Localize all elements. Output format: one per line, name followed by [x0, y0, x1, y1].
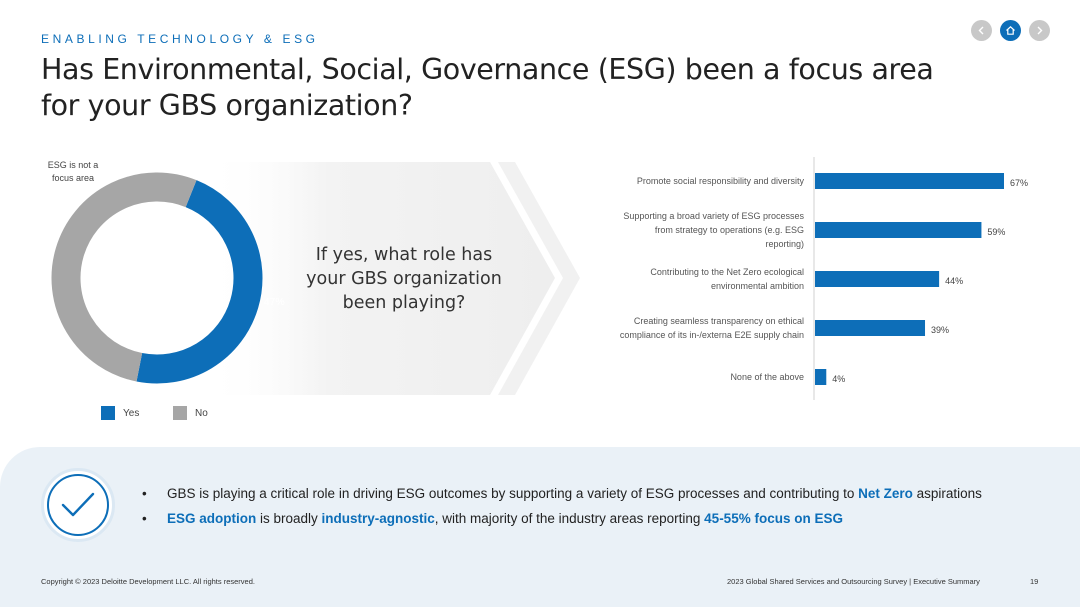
highlight-text: industry-agnostic — [321, 511, 435, 526]
bar — [815, 320, 926, 336]
chevron-right-icon — [1037, 26, 1043, 35]
legend-no: No — [173, 406, 208, 420]
donut-value-label: 53% — [29, 173, 50, 185]
takeaway-text: aspirations — [912, 486, 982, 501]
legend-label-yes: Yes — [123, 407, 140, 419]
chevron-left-icon — [978, 26, 984, 35]
bar — [815, 271, 940, 287]
bar-category-label: reporting) — [765, 239, 804, 249]
highlight-text: Net Zero — [858, 486, 913, 501]
chart-question: If yes, what role has your GBS organizat… — [306, 245, 502, 313]
bar-category-label: compliance of its in-/externa E2E supply… — [620, 330, 804, 340]
bar-value-label: 4% — [832, 374, 845, 384]
bar-value-label: 59% — [987, 227, 1005, 237]
survey-title: 2023 Global Shared Services and Outsourc… — [727, 577, 980, 586]
copyright-text: Copyright © 2023 Deloitte Development LL… — [41, 577, 255, 586]
takeaway-item: GBS is playing a critical role in drivin… — [140, 481, 1040, 506]
takeaway-text: GBS is playing a critical role in drivin… — [167, 486, 859, 501]
highlight-text: 45-55% focus on ESG — [704, 511, 843, 526]
takeaway-text: is broadly — [256, 511, 322, 526]
donut-note: ESG is not a focus area — [47, 160, 99, 183]
next-button[interactable] — [1029, 20, 1050, 41]
legend-yes: Yes — [101, 406, 139, 420]
page-number: 19 — [1030, 577, 1039, 586]
bar-category-label: from strategy to operations (e.g. ESG — [655, 225, 804, 235]
home-icon — [1006, 25, 1015, 35]
donut-value-label: 47% — [264, 296, 285, 308]
highlight-text: ESG adoption — [167, 511, 257, 526]
bar — [815, 222, 982, 238]
legend-swatch-yes — [101, 406, 115, 420]
page-title: Has Environmental, Social, Governance (E… — [41, 53, 934, 122]
check-badge — [41, 468, 115, 542]
legend-swatch-no — [173, 406, 187, 420]
prev-button[interactable] — [971, 20, 992, 41]
bar-category-label: Promote social responsibility and divers… — [637, 176, 805, 186]
arrow-chevron — [498, 162, 580, 395]
takeaway-item: ESG adoption is broadly industry-agnosti… — [140, 506, 1040, 531]
home-button[interactable] — [1000, 20, 1021, 41]
bar-value-label: 39% — [931, 325, 949, 335]
donut-slice-yes — [136, 180, 263, 384]
checkmark-icon — [61, 492, 95, 517]
section-eyebrow: ENABLING TECHNOLOGY & ESG — [41, 32, 319, 46]
arrow-shape — [205, 162, 555, 395]
takeaway-text: , with majority of the industry areas re… — [434, 511, 705, 526]
bar-value-label: 67% — [1010, 178, 1028, 188]
bar-category-label: environmental ambition — [711, 281, 804, 291]
bar-category-label: Supporting a broad variety of ESG proces… — [623, 211, 804, 221]
legend-label-no: No — [195, 407, 208, 419]
bar-value-label: 44% — [945, 276, 963, 286]
donut-slice-no — [51, 172, 197, 382]
key-takeaways: GBS is playing a critical role in drivin… — [140, 481, 1040, 531]
bar-category-label: Contributing to the Net Zero ecological — [650, 267, 804, 277]
bar-category-label: None of the above — [730, 372, 804, 382]
bar — [815, 369, 827, 385]
bar-category-label: Creating seamless transparency on ethica… — [634, 316, 804, 326]
bar — [815, 173, 1004, 189]
